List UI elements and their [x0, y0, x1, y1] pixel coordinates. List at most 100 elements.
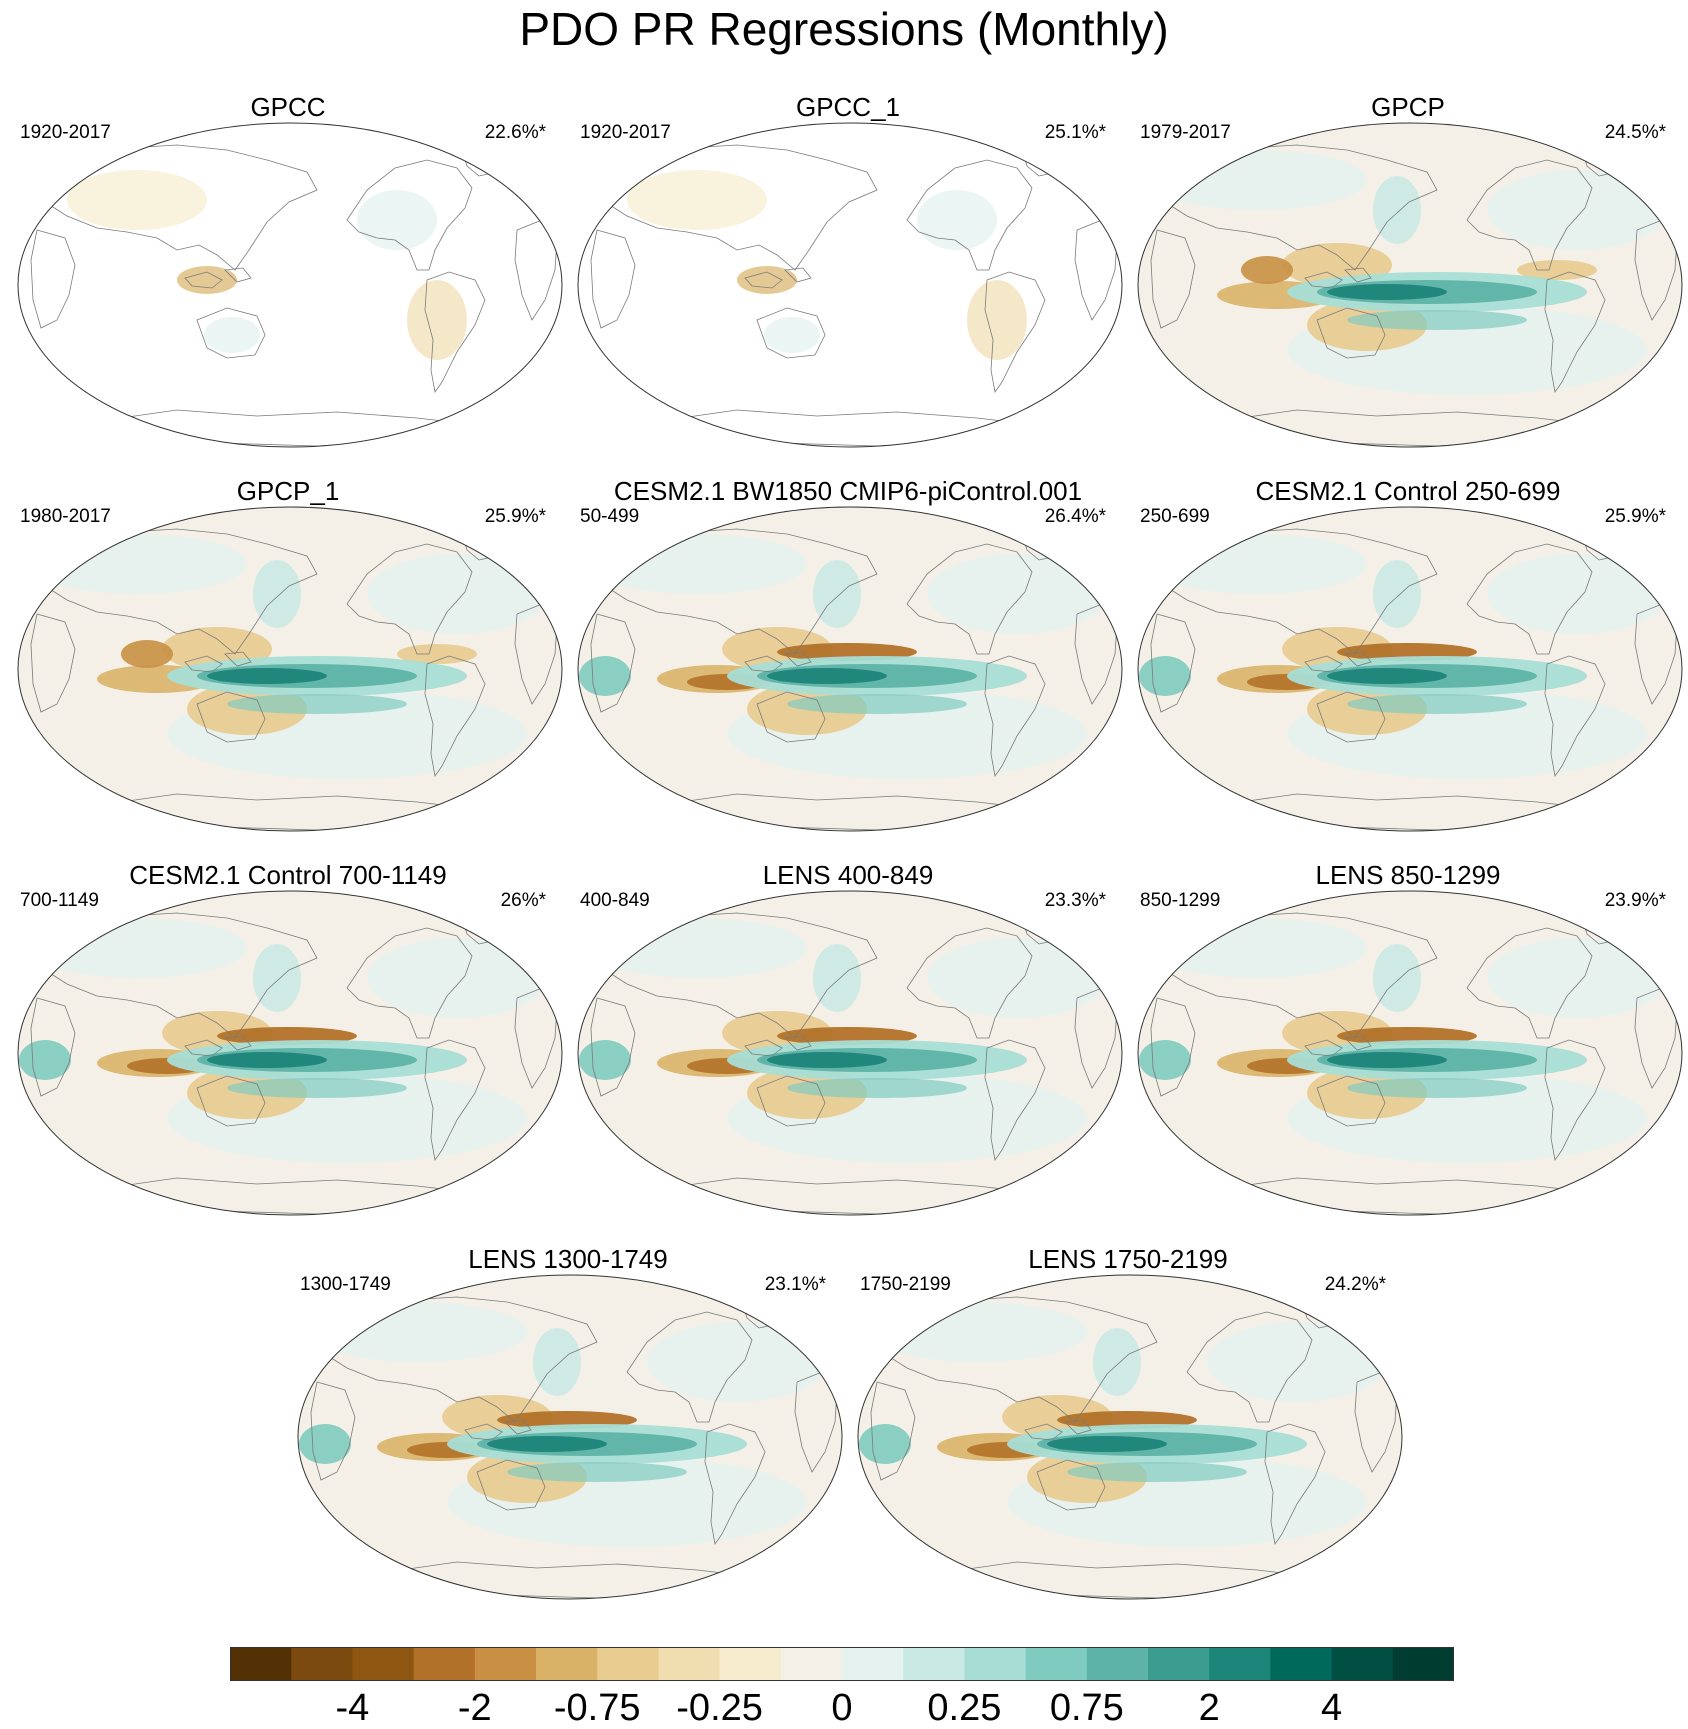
coastline: [30, 997, 76, 1097]
panel-period: 1300-1749: [300, 1274, 391, 1295]
panel-period: 50-499: [580, 506, 640, 527]
coastline: [1466, 927, 1593, 1039]
anomaly-positive: [927, 554, 1107, 634]
anomaly-positive: [587, 534, 807, 594]
anomaly-positive: [647, 1322, 827, 1402]
figure-title: PDO PR Regressions (Monthly): [519, 3, 1169, 55]
anomaly-positive: [19, 1040, 71, 1080]
anomaly-positive: [1487, 554, 1667, 634]
anomaly-negative: [1241, 256, 1293, 284]
coastline: [424, 271, 486, 394]
anomaly-positive: [1373, 176, 1421, 244]
coastline: [984, 1039, 1046, 1162]
anomaly-positive: [859, 1424, 911, 1464]
map-plot: [1137, 122, 1683, 448]
coastline: [36, 144, 318, 271]
coastline: [784, 651, 812, 667]
colorbar-swatch: [597, 1647, 659, 1681]
anomaly-positive: [253, 944, 301, 1012]
coastline: [1186, 1311, 1313, 1423]
coastline: [870, 1381, 916, 1481]
map-plot: [577, 506, 1123, 832]
anomaly-positive: [307, 1302, 527, 1362]
map-plot: [577, 122, 1123, 448]
coastline: [906, 543, 1033, 655]
coastline: [1304, 1039, 1343, 1057]
anomaly-positive: [1487, 170, 1667, 250]
coastline: [1304, 655, 1343, 673]
colorbar-swatch: [658, 1647, 721, 1681]
colorbar-swatch: [1270, 1647, 1333, 1681]
map-border: [1137, 890, 1683, 1216]
map-border: [1137, 122, 1683, 448]
coastline: [1466, 543, 1593, 655]
colorbar-swatch: [1025, 1647, 1088, 1681]
anomaly-positive: [767, 1052, 887, 1068]
coastline: [30, 613, 76, 713]
anomaly-positive: [813, 560, 861, 628]
anomaly-negative: [1517, 260, 1597, 280]
anomaly-positive: [357, 190, 437, 250]
anomaly-positive: [204, 317, 260, 353]
anomaly-positive: [367, 554, 547, 634]
colorbar-tick-label: 0: [831, 1687, 853, 1729]
coastline: [1150, 229, 1196, 329]
anomaly-positive: [867, 1302, 1087, 1362]
anomaly-negative: [67, 170, 207, 230]
coastline: [1344, 267, 1372, 283]
coastline: [184, 271, 223, 289]
coastline: [1156, 912, 1438, 1039]
anomaly-positive: [533, 1328, 581, 1396]
map-panel: GPCC 1920-2017 22.6%*: [8, 92, 568, 462]
anomaly-negative: [967, 280, 1027, 360]
panel-period: 1750-2199: [860, 1274, 951, 1295]
anomaly-positive: [507, 1462, 687, 1482]
coastline: [316, 1296, 598, 1423]
panel-title: LENS 850-1299: [1315, 860, 1501, 890]
map-plot: [857, 1274, 1403, 1600]
coastline: [224, 651, 252, 667]
panel-variance: 23.3%*: [1044, 890, 1106, 911]
coastline: [1344, 651, 1372, 667]
panel-variance: 26.4%*: [1044, 506, 1106, 527]
anomaly-positive: [367, 938, 547, 1018]
anomaly-positive: [1347, 694, 1527, 714]
panel-period: 850-1299: [1140, 890, 1221, 911]
panel-title: GPCP_1: [236, 476, 340, 506]
anomaly-positive: [787, 694, 967, 714]
map-panel: LENS 400-849 400-849 23.3%*: [568, 860, 1128, 1230]
coastline: [1150, 997, 1196, 1097]
coastline: [756, 691, 826, 743]
coastline: [1024, 1423, 1063, 1441]
coastline: [1264, 1423, 1326, 1546]
anomaly-positive: [207, 668, 327, 684]
anomaly-positive: [1067, 1462, 1247, 1482]
anomaly-negative: [407, 280, 467, 360]
map-panel: GPCC_1 1920-2017 25.1%*: [568, 92, 1128, 462]
colorbar-swatch: [413, 1647, 476, 1681]
panel-variance: 24.2%*: [1324, 1274, 1386, 1295]
anomaly-positive: [1327, 668, 1447, 684]
coastline: [744, 271, 783, 289]
anomaly-positive: [767, 668, 887, 684]
coastline: [596, 912, 878, 1039]
coastline: [704, 1423, 766, 1546]
coastline: [1466, 159, 1593, 271]
anomaly-positive: [1047, 1436, 1167, 1452]
anomaly-positive: [927, 938, 1107, 1018]
coastline: [346, 927, 473, 1039]
colorbar-swatch: [1331, 1647, 1394, 1681]
coastline: [756, 307, 826, 359]
coastline: [464, 1423, 503, 1441]
panel-variance: 25.9%*: [1604, 506, 1666, 527]
coastline: [346, 159, 473, 271]
colorbar-swatch: [536, 1647, 598, 1681]
colorbar-swatch: [1209, 1647, 1271, 1681]
panel-variance: 25.1%*: [1044, 122, 1106, 143]
panel-title: LENS 1750-2199: [1028, 1244, 1228, 1274]
panel-variance: 24.5%*: [1604, 122, 1666, 143]
coastline: [224, 267, 252, 283]
map-panel: GPCP_1 1980-2017 25.9%*: [8, 476, 568, 846]
anomaly-positive: [579, 656, 631, 696]
coastline: [784, 1035, 812, 1051]
